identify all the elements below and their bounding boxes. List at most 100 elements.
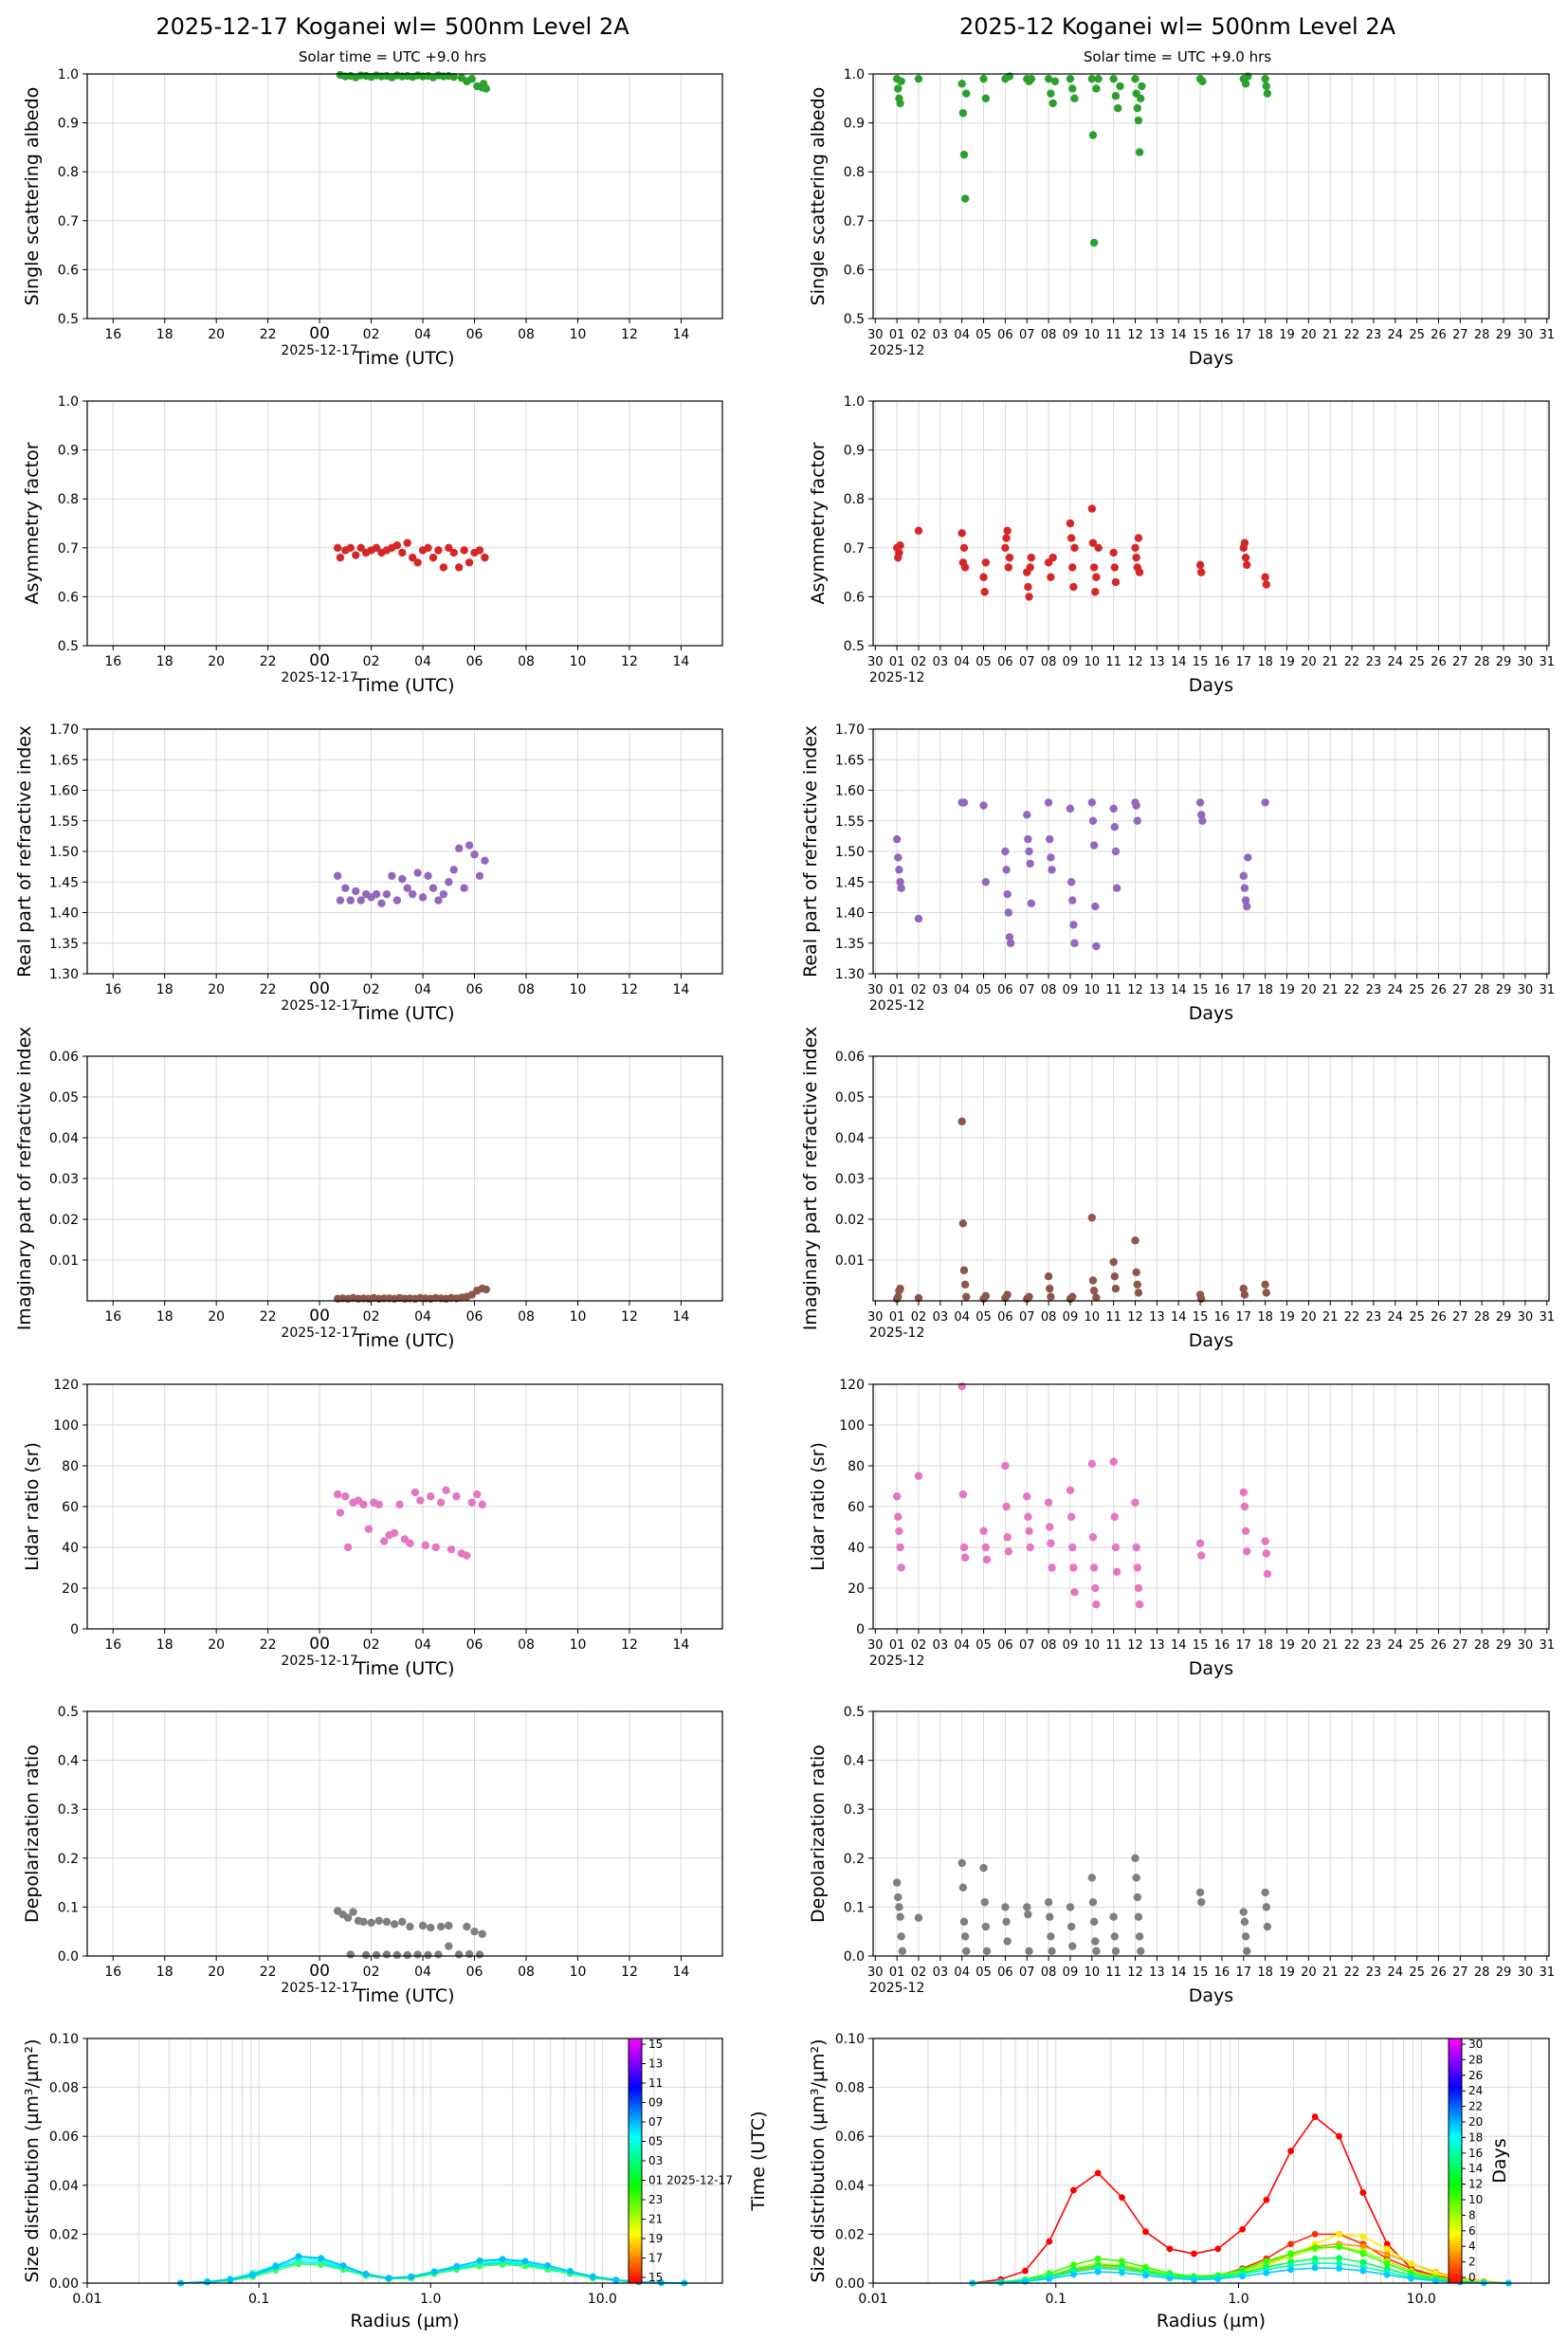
xtick-label: 12 xyxy=(621,327,638,342)
xtick-label: 26 xyxy=(1431,1638,1447,1653)
data-point xyxy=(979,573,988,581)
xtick-label: 1.0 xyxy=(420,2292,441,2307)
xtick-label: 22 xyxy=(260,1965,277,1980)
xtick-label: 04 xyxy=(414,654,431,669)
xtick-label: 12 xyxy=(621,654,638,669)
size-series-point xyxy=(1336,2231,1342,2238)
data-point xyxy=(1131,1236,1140,1245)
xaxis-label: Days xyxy=(1189,1658,1233,1679)
ytick-label: 0.00 xyxy=(49,2276,79,2292)
ytick-label: 0.2 xyxy=(844,1852,865,1867)
xtick-label: 05 xyxy=(975,1638,992,1653)
ytick-label: 1.65 xyxy=(49,753,79,768)
ytick-label: 1.45 xyxy=(835,875,865,890)
xtick-label: 03 xyxy=(933,1638,949,1653)
panels: 0.50.60.70.80.91.016 18 20 22 00 02 04 06 08 10 12… xyxy=(14,67,1555,2331)
data-point xyxy=(333,543,342,552)
data-point xyxy=(359,1500,368,1509)
xtick-label: 07 xyxy=(1019,1638,1035,1653)
data-point xyxy=(1137,94,1145,103)
data-point xyxy=(1110,563,1120,572)
ytick-label: 0.06 xyxy=(49,1050,79,1065)
xtick-label: 07 xyxy=(1019,1965,1035,1980)
data-point xyxy=(1092,941,1101,951)
xtick-label: 14 xyxy=(1171,1965,1187,1980)
data-point xyxy=(361,1950,371,1960)
data-point xyxy=(1070,1588,1079,1597)
xtick-label: 05 xyxy=(975,328,992,342)
data-point xyxy=(1241,1526,1250,1536)
size-series-point xyxy=(453,2263,461,2270)
axes-frame xyxy=(872,2038,1550,2284)
xaxis-label: Days xyxy=(1189,675,1233,696)
data-point xyxy=(959,1543,969,1552)
xtick-label: 02 xyxy=(363,327,380,342)
xtick-label: 10 xyxy=(570,327,587,342)
ytick-label: 0.05 xyxy=(49,1090,79,1106)
xtick-label: 31 xyxy=(1539,1638,1555,1653)
colorbar-days-label: 24 xyxy=(1468,2084,1483,2097)
ytick-label: 0.01 xyxy=(835,1253,865,1269)
ytick-label: 0.7 xyxy=(58,214,79,229)
xtick-label: 13 xyxy=(1149,328,1165,342)
data-point xyxy=(960,563,970,572)
xtick-label: 10 xyxy=(570,1965,587,1980)
xtick-label: 20 xyxy=(1301,983,1317,997)
data-point xyxy=(960,194,970,203)
xtick-label: 29 xyxy=(1496,655,1512,669)
size-series-point xyxy=(476,2257,483,2264)
xaxis-label: Time (UTC) xyxy=(354,1985,454,2006)
xtick-label: 10 xyxy=(1085,328,1101,342)
data-point xyxy=(1044,1272,1053,1281)
size-series-point xyxy=(1359,2250,1367,2258)
ytick-label: 1.0 xyxy=(844,394,865,410)
data-point xyxy=(1263,89,1272,98)
xtick-label: 11 xyxy=(1105,983,1121,997)
xtick-label: 04 xyxy=(954,1965,970,1980)
data-point xyxy=(1069,921,1078,929)
ytick-label: 1.65 xyxy=(835,753,865,768)
ytick-label: 0.7 xyxy=(844,214,865,229)
xtick-label: 30 xyxy=(1518,1310,1534,1325)
size-series-point xyxy=(1239,2273,1246,2280)
data-point xyxy=(1109,804,1118,814)
data-point xyxy=(439,563,448,572)
xtick-label: 00 xyxy=(309,1307,330,1325)
data-point xyxy=(336,1508,345,1517)
size-series-point xyxy=(1383,2271,1391,2278)
xtick-label: 12 xyxy=(1127,1965,1143,1980)
xtick-label: 19 xyxy=(1279,983,1295,997)
ytick-label: 0.5 xyxy=(844,312,865,327)
colorbar-time-label: 07 xyxy=(648,2115,663,2129)
xtick-label: 04 xyxy=(414,327,431,342)
data-point xyxy=(1066,1486,1075,1495)
panel-size_time: 0.00 0.02 0.04 0.06 0.08 0.10 0.01 0.1 1.0 10.0 Ra… xyxy=(22,2032,723,2331)
xtick-label: 06 xyxy=(466,654,483,669)
xaxis-label: Time (UTC) xyxy=(354,1330,454,1351)
ytick-label: 0.2 xyxy=(58,1852,79,1867)
size-series-point xyxy=(521,2262,529,2270)
data-point xyxy=(892,1878,902,1887)
size-series-point xyxy=(1311,2113,1319,2120)
data-point xyxy=(449,548,458,558)
xtick-label: 00 xyxy=(309,979,330,998)
data-point xyxy=(895,1903,903,1911)
data-point xyxy=(395,1500,404,1509)
xtick-label: 23 xyxy=(1366,1965,1382,1980)
yaxis-label: Size distribution (µm³/µm²) xyxy=(22,2038,43,2282)
data-point xyxy=(356,896,365,905)
data-point xyxy=(1088,131,1098,139)
data-point xyxy=(1240,1502,1249,1511)
data-point xyxy=(892,834,902,844)
data-point xyxy=(403,884,411,892)
xtick-label: 16 xyxy=(1214,1310,1231,1325)
xtick-label: 26 xyxy=(1431,655,1447,669)
data-point xyxy=(1263,1569,1272,1579)
xtick-label: 17 xyxy=(1236,1310,1252,1325)
colorbar-time-title: Time (UTC) xyxy=(748,2111,769,2211)
xtick-label: 17 xyxy=(1236,328,1252,342)
ytick-label: 0.00 xyxy=(835,2276,865,2292)
xtick-label: 01 xyxy=(889,328,905,342)
size-series-point xyxy=(1046,2275,1053,2282)
